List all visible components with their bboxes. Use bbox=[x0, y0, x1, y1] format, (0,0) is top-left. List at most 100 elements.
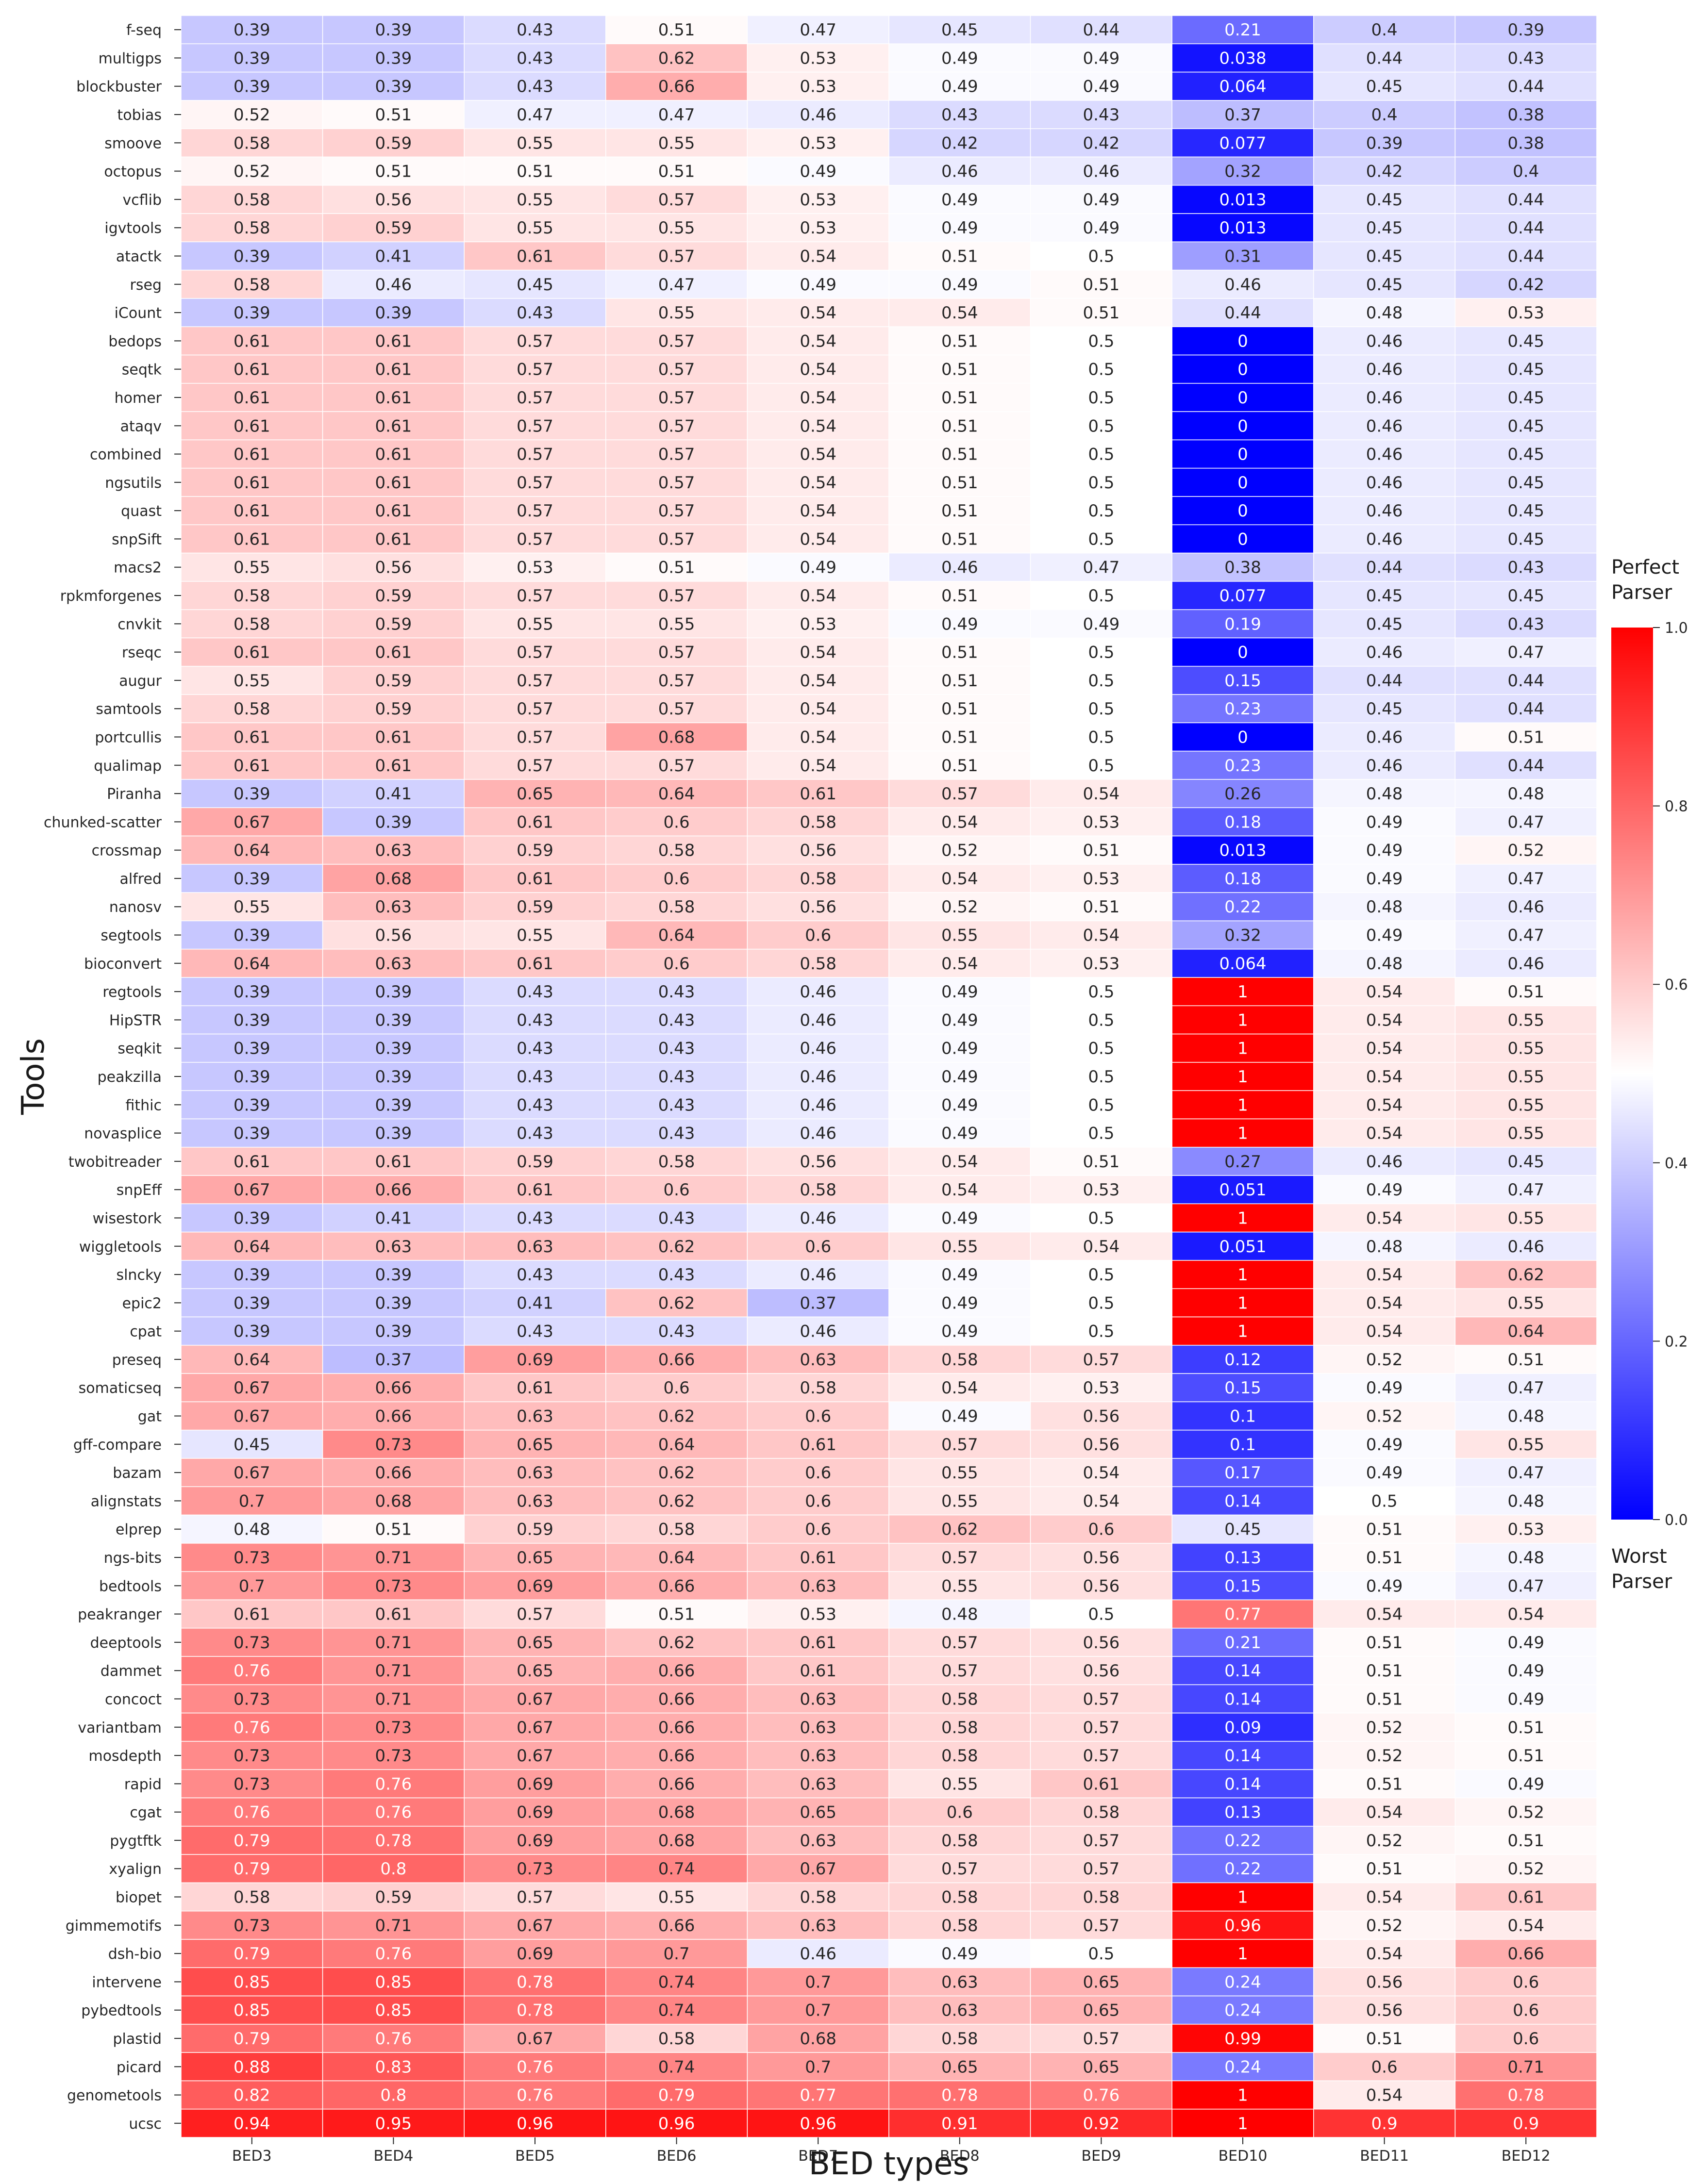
cell-value-label: 0.45 bbox=[234, 1435, 270, 1455]
heatmap-cell bbox=[1454, 1316, 1597, 1346]
cell-value-label: 0.65 bbox=[1083, 2001, 1120, 2020]
heatmap-cell bbox=[181, 2024, 323, 2053]
cell-value-label: 1 bbox=[1237, 2114, 1248, 2134]
cell-value-label: 0.6 bbox=[664, 812, 690, 832]
cell-value-label: 0.45 bbox=[1507, 501, 1544, 521]
cell-value-label: 0.49 bbox=[1366, 926, 1403, 945]
cell-value-label: 0.56 bbox=[1083, 1435, 1120, 1455]
heatmap-cell bbox=[322, 637, 465, 667]
cell-value-label: 0.51 bbox=[1366, 2029, 1403, 2049]
heatmap-cell bbox=[747, 1910, 889, 1940]
cell-value-label: 0.051 bbox=[1219, 1237, 1266, 1257]
heatmap-cell bbox=[605, 1967, 748, 1997]
cell-value-label: 0.52 bbox=[1507, 1803, 1544, 1822]
heatmap-cell bbox=[181, 948, 323, 978]
heatmap-cell bbox=[747, 1826, 889, 1855]
heatmap-cell bbox=[1030, 835, 1172, 865]
cell-value-label: 0.59 bbox=[375, 218, 412, 238]
cell-value-label: 0.68 bbox=[375, 1491, 412, 1511]
colorbar-bottom-label-line2: Parser bbox=[1611, 1571, 1672, 1593]
cell-value-label: 0.68 bbox=[800, 2029, 836, 2049]
cell-value-label: 0.39 bbox=[375, 982, 412, 1002]
cell-value-label: 0.49 bbox=[941, 1124, 978, 1143]
heatmap-cell bbox=[1030, 892, 1172, 922]
heatmap-cell bbox=[181, 1118, 323, 1148]
heatmap-cell bbox=[747, 666, 889, 695]
heatmap-cell bbox=[464, 609, 606, 639]
heatmap-cell bbox=[322, 864, 465, 893]
heatmap-cell bbox=[322, 383, 465, 412]
heatmap-cell bbox=[181, 722, 323, 752]
cell-value-label: 0.53 bbox=[1083, 1378, 1120, 1398]
cell-value-label: 0 bbox=[1237, 360, 1248, 380]
cell-value-label: 0.71 bbox=[375, 1916, 412, 1936]
cell-value-label: 0.43 bbox=[658, 1124, 695, 1143]
cell-value-label: 0.53 bbox=[517, 558, 553, 578]
heatmap-cell bbox=[181, 269, 323, 299]
cell-value-label: 0.56 bbox=[1083, 1661, 1120, 1681]
heatmap-cell bbox=[1171, 1769, 1314, 1799]
cell-value-label: 0.7 bbox=[239, 1491, 265, 1511]
cell-value-label: 0.61 bbox=[375, 501, 412, 521]
cell-value-label: 0.66 bbox=[375, 1180, 412, 1200]
cell-value-label: 0.73 bbox=[517, 1859, 553, 1879]
cell-value-label: 0.13 bbox=[1224, 1548, 1261, 1568]
heatmap-cell bbox=[1171, 496, 1314, 526]
cell-value-label: 0.57 bbox=[658, 529, 695, 549]
column-label: BED9 bbox=[1082, 2148, 1121, 2165]
row-label: peakzilla bbox=[98, 1069, 162, 1086]
row-label: peakranger bbox=[78, 1606, 162, 1623]
cell-value-label: 0.49 bbox=[1366, 841, 1403, 860]
heatmap-cell bbox=[747, 2108, 889, 2138]
heatmap-cell bbox=[464, 1146, 606, 1176]
heatmap-cell bbox=[1454, 71, 1597, 101]
heatmap-cell bbox=[747, 1203, 889, 1233]
heatmap-cell bbox=[888, 864, 1031, 893]
heatmap-cell bbox=[1454, 1345, 1597, 1374]
cell-value-label: 0.46 bbox=[1366, 501, 1403, 521]
heatmap-cell bbox=[1313, 383, 1456, 412]
heatmap-cell bbox=[1171, 779, 1314, 808]
heatmap-cell bbox=[1171, 1231, 1314, 1261]
cell-value-label: 0.5 bbox=[1088, 643, 1114, 662]
heatmap-cell bbox=[1313, 326, 1456, 356]
heatmap-cell bbox=[181, 1316, 323, 1346]
cell-value-label: 0.61 bbox=[800, 1633, 836, 1653]
heatmap-cell bbox=[464, 1627, 606, 1657]
cell-value-label: 0.79 bbox=[234, 1944, 270, 1964]
cell-value-label: 0.57 bbox=[517, 501, 553, 521]
heatmap-cell bbox=[1454, 1712, 1597, 1742]
cell-value-label: 0.22 bbox=[1224, 1859, 1261, 1879]
cell-value-label: 0.47 bbox=[1507, 926, 1544, 945]
cell-value-label: 0.52 bbox=[1366, 1916, 1403, 1936]
cell-value-label: 0.57 bbox=[941, 1435, 978, 1455]
cell-value-label: 0.51 bbox=[658, 1605, 695, 1624]
cell-value-label: 0.54 bbox=[1366, 1067, 1403, 1087]
heatmap-cell bbox=[747, 1543, 889, 1572]
cell-value-label: 0.077 bbox=[1219, 133, 1266, 153]
cell-value-label: 0.55 bbox=[1507, 1039, 1544, 1059]
cell-value-label: 0.61 bbox=[234, 756, 270, 776]
heatmap-cell bbox=[1171, 185, 1314, 214]
heatmap-cell bbox=[747, 496, 889, 526]
cell-value-label: 0.49 bbox=[941, 1265, 978, 1285]
heatmap-cell bbox=[464, 1882, 606, 1912]
heatmap-cell bbox=[888, 1769, 1031, 1799]
row-label: nanosv bbox=[109, 899, 162, 916]
heatmap-cell bbox=[464, 128, 606, 158]
cell-value-label: 0.18 bbox=[1224, 869, 1261, 889]
heatmap-cell bbox=[605, 15, 748, 45]
heatmap-cell bbox=[1171, 15, 1314, 45]
cell-value-label: 0.57 bbox=[658, 388, 695, 408]
heatmap-cell bbox=[888, 496, 1031, 526]
cell-value-label: 0.61 bbox=[375, 445, 412, 464]
cell-value-label: 0.47 bbox=[1083, 558, 1120, 578]
cell-value-label: 0.43 bbox=[517, 77, 553, 97]
cell-value-label: 0.47 bbox=[1507, 1576, 1544, 1596]
heatmap-cell bbox=[747, 241, 889, 271]
heatmap-cell bbox=[1171, 750, 1314, 780]
heatmap-cell bbox=[1313, 750, 1456, 780]
cell-value-label: 0.55 bbox=[517, 218, 553, 238]
cell-value-label: 0.51 bbox=[658, 558, 695, 578]
cell-value-label: 0.49 bbox=[941, 1407, 978, 1426]
